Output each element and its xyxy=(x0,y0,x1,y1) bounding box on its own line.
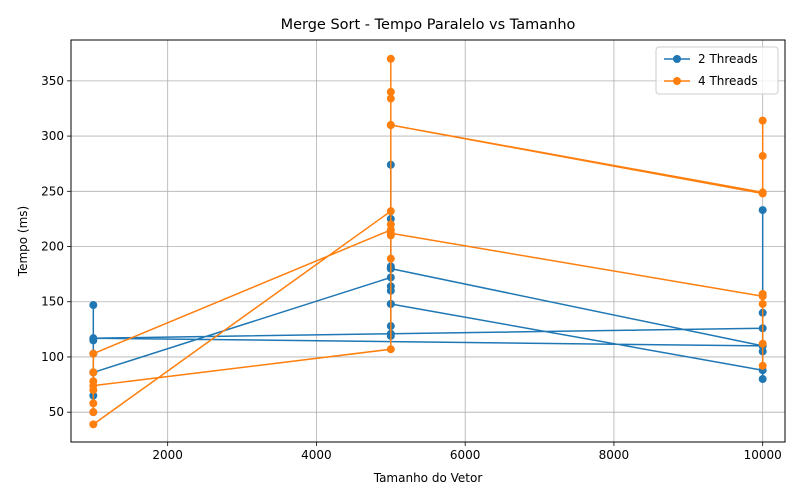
x-tick-label-6000: 6000 xyxy=(450,448,481,462)
data-point-4-threads-1 xyxy=(386,207,395,216)
y-axis-label: Tempo (ms) xyxy=(16,206,30,277)
x-tick-label-4000: 4000 xyxy=(301,448,332,462)
data-point-4-threads-8 xyxy=(89,399,98,408)
data-point-4-threads-11 xyxy=(386,345,395,354)
axes-frame xyxy=(70,39,786,443)
series-layer xyxy=(89,54,767,429)
y-tick-label-300: 300 xyxy=(41,129,64,143)
data-point-4-threads-23 xyxy=(386,229,395,238)
data-point-4-threads-4 xyxy=(89,349,98,358)
data-point-4-threads-9 xyxy=(89,408,98,417)
x-tick-label-8000: 8000 xyxy=(599,448,630,462)
data-point-4-threads-19 xyxy=(758,188,767,197)
data-point-2-threads-20 xyxy=(758,206,767,215)
x-axis-label: Tamanho do Vetor xyxy=(373,471,483,485)
data-point-4-threads-14 xyxy=(386,94,395,103)
y-tick-label-350: 350 xyxy=(41,74,64,88)
x-tick-label-2000: 2000 xyxy=(152,448,183,462)
data-point-4-threads-10 xyxy=(89,381,98,390)
legend-label-2-threads: 2 Threads xyxy=(698,52,758,66)
y-tick-label-150: 150 xyxy=(41,295,64,309)
data-point-4-threads-2 xyxy=(386,254,395,263)
data-point-4-threads-5 xyxy=(89,368,98,377)
legend-marker-2-threads xyxy=(673,55,681,63)
data-point-4-threads-17 xyxy=(758,116,767,125)
data-point-4-threads-27 xyxy=(758,339,767,348)
data-point-4-threads-13 xyxy=(386,87,395,96)
axis-ticks: 2000 4000 6000 8000 10000 50 100 150 200 250 300 35… xyxy=(41,74,782,462)
data-point-4-threads-20 xyxy=(386,121,395,130)
data-point-4-threads-21 xyxy=(386,220,395,229)
x-tick-label-10000: 10000 xyxy=(744,448,782,462)
legend: 2 Threads 4 Threads xyxy=(655,46,779,95)
data-point-4-threads-0 xyxy=(89,420,98,429)
legend-marker-4-threads xyxy=(673,77,681,85)
chart-title: Merge Sort - Tempo Paralelo vs Tamanho xyxy=(281,17,576,33)
legend-label-4-threads: 4 Threads xyxy=(698,74,758,88)
data-point-4-threads-28 xyxy=(758,361,767,370)
data-point-2-threads-0 xyxy=(89,301,98,310)
data-point-4-threads-25 xyxy=(758,290,767,299)
data-point-4-threads-12 xyxy=(386,54,395,63)
y-tick-label-50: 50 xyxy=(49,405,64,419)
y-tick-label-200: 200 xyxy=(41,240,64,254)
y-tick-label-250: 250 xyxy=(41,184,64,198)
y-tick-label-100: 100 xyxy=(41,350,64,364)
data-point-4-threads-26 xyxy=(758,299,767,308)
data-point-2-threads-19 xyxy=(758,375,767,384)
grid-lines xyxy=(71,40,785,442)
data-point-4-threads-18 xyxy=(758,151,767,160)
data-point-2-threads-24 xyxy=(89,334,98,343)
